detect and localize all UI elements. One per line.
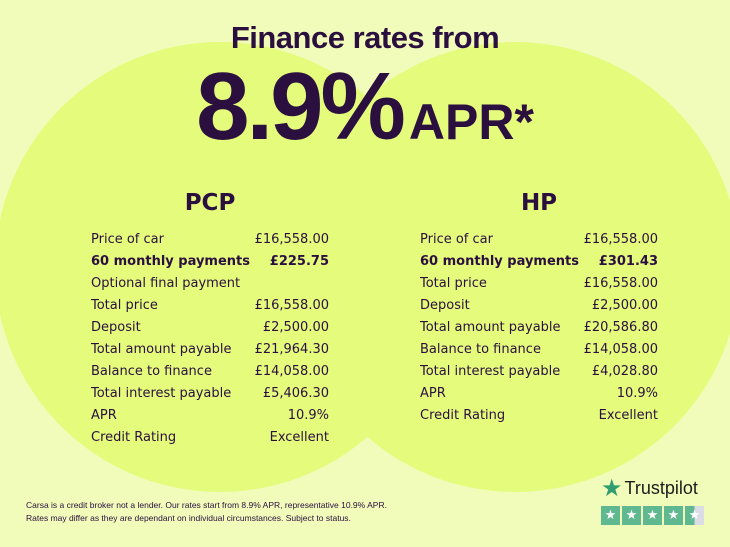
- rating-half-star-icon: ★: [685, 506, 704, 525]
- table-row: APR 10.9%: [91, 405, 329, 427]
- row-value: £4,028.80: [591, 364, 658, 379]
- disclaimer-line-2: Rates may differ as they are dependant o…: [26, 513, 351, 523]
- row-label: Balance to finance: [420, 342, 541, 357]
- table-row: Total amount payable £21,964.30: [91, 339, 329, 361]
- table-row: 60 monthly payments £301.43: [420, 251, 658, 273]
- row-value: £16,558.00: [583, 276, 658, 291]
- table-row: APR 10.9%: [420, 383, 658, 405]
- rate-display: 8.9% APR*: [0, 52, 730, 162]
- rate-suffix: APR*: [408, 94, 534, 150]
- row-label: Price of car: [420, 232, 493, 247]
- table-row: Total interest payable £4,028.80: [420, 361, 658, 383]
- row-label: APR: [420, 386, 446, 401]
- rating-star-icon: ★: [622, 506, 641, 525]
- table-row: 60 monthly payments £225.75: [91, 251, 329, 273]
- rate-value: 8.9%: [196, 53, 406, 160]
- hp-panel: HP Price of car £16,558.00 60 monthly paym…: [420, 190, 658, 427]
- row-value: £16,558.00: [583, 232, 658, 247]
- pcp-rows: Price of car £16,558.00 60 monthly payment…: [91, 229, 329, 449]
- trustpilot-badge[interactable]: ★ Trustpilot ★ ★ ★ ★ ★: [601, 474, 704, 525]
- row-value: £16,558.00: [254, 232, 329, 247]
- rating-star-icon: ★: [664, 506, 683, 525]
- row-value: £5,406.30: [262, 386, 329, 401]
- trustpilot-logo: ★ Trustpilot: [601, 474, 704, 503]
- table-row: Total price £16,558.00: [420, 273, 658, 295]
- right-background-circle: [290, 42, 730, 492]
- row-label: Total interest payable: [91, 386, 232, 401]
- table-row: Credit Rating Excellent: [420, 405, 658, 427]
- row-value: £16,558.00: [254, 298, 329, 313]
- table-row: Balance to finance £14,058.00: [91, 361, 329, 383]
- trustpilot-rating: ★ ★ ★ ★ ★: [601, 506, 704, 525]
- row-label: Credit Rating: [420, 408, 506, 423]
- row-value: 10.9%: [616, 386, 658, 401]
- star-icon: ★: [601, 475, 623, 502]
- row-label: Price of car: [91, 232, 164, 247]
- row-value: £14,058.00: [583, 342, 658, 357]
- row-label: Total price: [91, 298, 158, 313]
- pcp-title: PCP: [184, 190, 236, 216]
- row-value: £21,964.30: [254, 342, 329, 357]
- table-row: Balance to finance £14,058.00: [420, 339, 658, 361]
- hp-title: HP: [520, 190, 558, 216]
- disclaimer-line-1: Carsa is a credit broker not a lender. O…: [26, 500, 387, 510]
- table-row: Total interest payable £5,406.30: [91, 383, 329, 405]
- headline: Finance rates from: [230, 20, 500, 55]
- row-value: £2,500.00: [591, 298, 658, 313]
- row-value: Excellent: [269, 430, 329, 445]
- row-label: Total amount payable: [420, 320, 561, 335]
- row-label: Optional final payment: [91, 276, 241, 291]
- table-row: Total amount payable £20,586.80: [420, 317, 658, 339]
- table-row: Price of car £16,558.00: [420, 229, 658, 251]
- row-label: Balance to finance: [91, 364, 212, 379]
- row-label: Total amount payable: [91, 342, 232, 357]
- row-label: APR: [91, 408, 117, 423]
- trustpilot-name: Trustpilot: [624, 478, 698, 498]
- row-value: 10.9%: [287, 408, 329, 423]
- row-label: 60 monthly payments: [420, 254, 579, 269]
- row-value: £14,058.00: [254, 364, 329, 379]
- row-value: £225.75: [269, 254, 329, 269]
- row-label: 60 monthly payments: [91, 254, 250, 269]
- row-label: Deposit: [420, 298, 470, 313]
- row-value: £20,586.80: [583, 320, 658, 335]
- row-value: Excellent: [598, 408, 658, 423]
- row-value: £2,500.00: [262, 320, 329, 335]
- row-label: Deposit: [91, 320, 141, 335]
- table-row: Credit Rating Excellent: [91, 427, 329, 449]
- table-row: Deposit £2,500.00: [420, 295, 658, 317]
- table-row: Optional final payment: [91, 273, 329, 295]
- row-label: Credit Rating: [91, 430, 177, 445]
- table-row: Deposit £2,500.00: [91, 317, 329, 339]
- row-value: £301.43: [598, 254, 658, 269]
- hp-rows: Price of car £16,558.00 60 monthly payment…: [420, 229, 658, 427]
- rating-star-icon: ★: [643, 506, 662, 525]
- table-row: Price of car £16,558.00: [91, 229, 329, 251]
- row-label: Total interest payable: [420, 364, 561, 379]
- rating-star-icon: ★: [601, 506, 620, 525]
- pcp-panel: PCP Price of car £16,558.00 60 monthly pay…: [91, 190, 329, 449]
- row-label: Total price: [420, 276, 487, 291]
- table-row: Total price £16,558.00: [91, 295, 329, 317]
- disclaimer: Carsa is a credit broker not a lender. O…: [26, 499, 387, 525]
